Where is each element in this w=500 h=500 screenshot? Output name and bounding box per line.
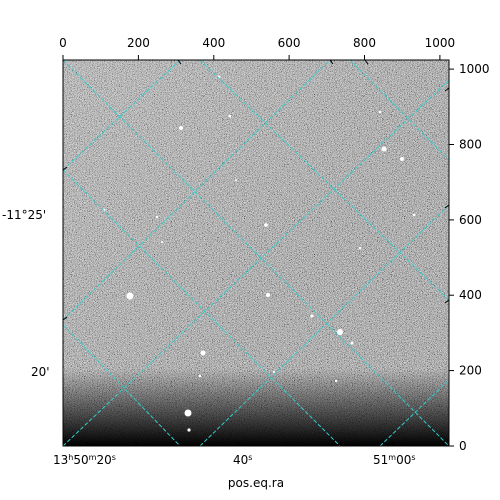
star [198, 374, 202, 378]
star [179, 126, 183, 130]
tick-mark [62, 316, 68, 321]
plot-frame [62, 59, 450, 447]
top-tick-label: 600 [278, 36, 301, 50]
star [228, 114, 232, 118]
star [161, 241, 163, 243]
right-tick-label: 1000 [459, 62, 490, 76]
tick-mark [391, 441, 396, 447]
right-tick-label: 400 [459, 288, 482, 302]
star [358, 246, 362, 250]
coordinate-grid [63, 60, 449, 446]
top-tick-label: 400 [202, 36, 225, 50]
sky-image [63, 60, 449, 446]
top-tick-label: 0 [59, 36, 67, 50]
top-pixel-axis: 0 200 400 600 800 1000 [59, 36, 455, 50]
tick-mark [329, 59, 334, 65]
tick-mark [177, 59, 182, 65]
star [184, 409, 192, 417]
axis-ticks [62, 55, 454, 447]
right-tick-label: 800 [459, 138, 482, 152]
star [272, 370, 276, 374]
star [378, 110, 382, 114]
star [266, 293, 270, 297]
tick-mark [62, 166, 68, 171]
star [350, 341, 354, 345]
star [264, 223, 268, 227]
ra-tick-label-1: 13h50m20s [53, 453, 116, 467]
tick-mark [134, 441, 139, 447]
x-axis-label: pos.eq.ra [228, 476, 284, 490]
grid-line [63, 60, 181, 171]
star [334, 379, 338, 383]
star [155, 215, 159, 219]
ra-tick-label-3: 51m00s [373, 453, 416, 467]
tick-mark [444, 87, 450, 92]
star [337, 329, 343, 335]
grid-line [199, 60, 449, 301]
right-pixel-axis: 0 200 400 600 800 1000 [459, 62, 490, 453]
stars-layer [102, 75, 416, 432]
right-tick-label: 200 [459, 364, 482, 378]
star [381, 146, 387, 152]
tick-mark [86, 441, 91, 447]
top-tick-label: 800 [353, 36, 376, 50]
right-tick-label: 0 [459, 439, 467, 453]
grid-line [63, 79, 449, 446]
grid-line [199, 204, 449, 446]
star [235, 179, 237, 181]
tick-mark [236, 441, 241, 447]
top-tick-label: 1000 [425, 36, 456, 50]
star [126, 292, 134, 300]
grid-line [349, 60, 449, 161]
grid-line [63, 60, 449, 446]
dec-tick-label-2: 20' [31, 365, 50, 379]
star [400, 157, 404, 161]
tick-mark [444, 299, 450, 304]
tick-mark [364, 59, 369, 65]
star [310, 314, 314, 318]
star [200, 350, 206, 356]
star [412, 213, 416, 217]
dec-tick-label-1: -11°25' [2, 208, 46, 222]
ra-axis-labels: 13h50m20s 40s 51m00s [53, 453, 416, 467]
tick-mark [444, 204, 450, 209]
grid-line [63, 169, 341, 446]
grid-line [379, 379, 449, 446]
top-tick-label: 200 [127, 36, 150, 50]
ra-tick-label-2: 40s [233, 453, 252, 467]
right-tick-label: 600 [459, 213, 482, 227]
star [187, 428, 191, 432]
grid-line [63, 60, 331, 321]
grid-line [63, 324, 181, 446]
tick-mark [286, 441, 291, 447]
